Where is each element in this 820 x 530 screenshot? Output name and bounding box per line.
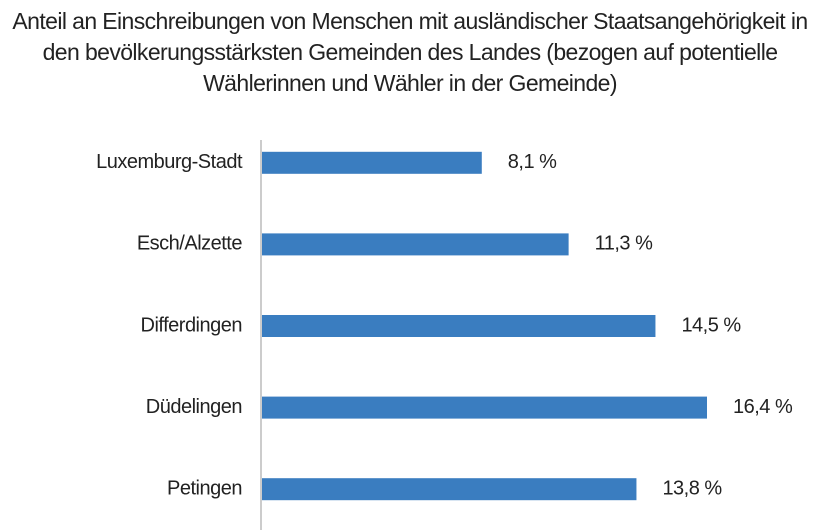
- bar: [262, 233, 569, 256]
- category-label: Esch/Alzette: [137, 233, 243, 255]
- bar: [262, 396, 707, 419]
- value-label: 11,3 %: [595, 233, 653, 255]
- value-label: 13,8 %: [662, 477, 722, 499]
- category-label: Luxemburg-Stadt: [96, 151, 243, 173]
- value-label: 14,5 %: [681, 314, 741, 336]
- chart-title: Anteil an Einschreibungen von Menschen m…: [12, 8, 808, 96]
- category-label: Düdelingen: [146, 396, 242, 418]
- value-label: 8,1 %: [508, 151, 557, 173]
- category-label: Differdingen: [141, 314, 242, 336]
- bar: [262, 478, 637, 501]
- value-label: 16,4 %: [733, 396, 793, 418]
- bar: [262, 315, 656, 337]
- category-label: Petingen: [167, 477, 242, 499]
- bar: [262, 151, 482, 174]
